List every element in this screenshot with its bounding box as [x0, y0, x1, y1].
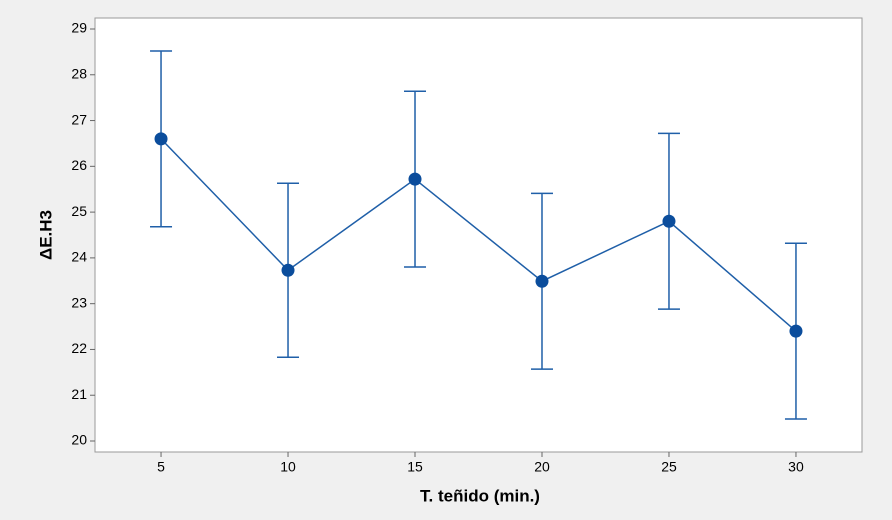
y-tick-label: 27	[71, 111, 87, 127]
x-tick-label: 10	[280, 459, 296, 475]
plot-area	[94, 17, 863, 453]
x-tick-label: 5	[157, 459, 165, 475]
y-tick-label: 28	[71, 65, 87, 81]
y-tick-label: 22	[71, 340, 87, 356]
y-tick-label: 24	[71, 249, 87, 265]
y-axis-title: ΔE.H3	[36, 210, 55, 260]
y-tick-label: 21	[71, 386, 87, 402]
y-tick-label: 25	[71, 203, 87, 219]
x-tick-label: 20	[534, 459, 550, 475]
x-tick-label: 30	[788, 459, 804, 475]
x-tick-label: 15	[407, 459, 423, 475]
data-line	[160, 138, 797, 332]
x-axis-title: T. teñido (min.)	[420, 486, 540, 505]
y-tick-label: 20	[71, 432, 87, 448]
y-tick-label: 29	[71, 20, 87, 36]
y-tick-label: 26	[71, 157, 87, 173]
data-point	[154, 132, 168, 146]
x-tick-label: 25	[661, 459, 677, 475]
y-tick-label: 23	[71, 294, 87, 310]
data-point	[535, 274, 549, 288]
data-point	[408, 172, 422, 186]
data-point	[662, 214, 676, 228]
data-point	[789, 324, 803, 338]
data-point	[281, 263, 295, 277]
